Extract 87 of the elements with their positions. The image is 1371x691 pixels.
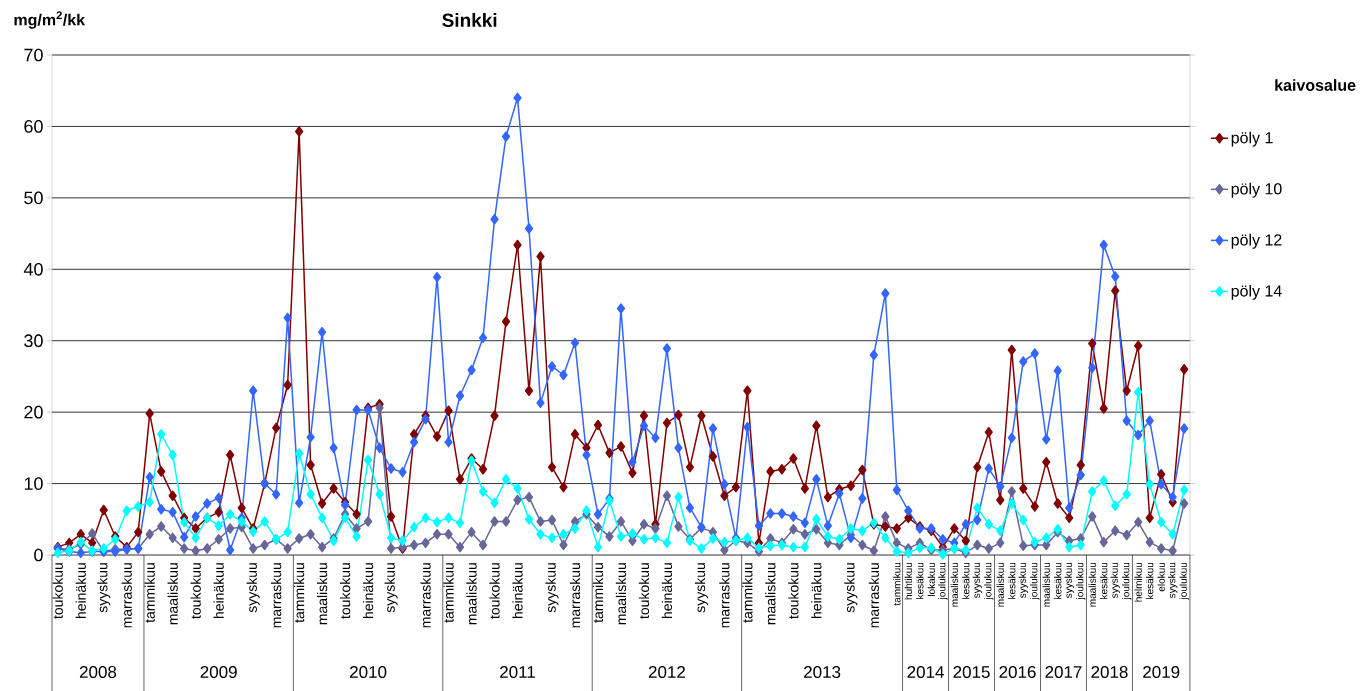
chart-title: Sinkki (442, 13, 497, 27)
x-tick-label: syyskuu (246, 563, 260, 613)
x-tick-label: marraskuu (271, 563, 282, 628)
x-tick-label: kesäkuu (1054, 562, 1062, 599)
x-tick-label: kesäkuu (1146, 562, 1154, 599)
x-tick-label: tammikuu (592, 563, 604, 623)
x-tick-label: kesäkuu (962, 562, 970, 599)
x-tick-label: marraskuu (569, 563, 581, 628)
x-tick-label: maaliskuu (316, 563, 328, 625)
x-tick-label: joulukuu (938, 562, 948, 600)
y-tick-label: 0 (34, 548, 43, 562)
x-tick-label: marraskuu (121, 563, 132, 628)
text: 2009 (200, 665, 237, 679)
x-tick-label: tammikuu (144, 563, 155, 623)
x-tick-label: maaliskuu (167, 563, 178, 625)
x-tick-label: heinäkuu (811, 563, 822, 619)
x-tick-label: maaliskuu (996, 562, 1004, 607)
x-tick-label: syyskuu (844, 563, 858, 613)
x-tick-label: toukokuu (788, 563, 799, 619)
x-tick-label: joulukuu (1030, 562, 1040, 600)
y-tick-label: 60 (24, 120, 43, 133)
x-tick-label: marraskuu (868, 563, 879, 628)
text: 2019 (1143, 665, 1180, 679)
x-tick-label: toukokuu (489, 563, 500, 619)
legend-label: pöly 1 (1231, 131, 1273, 147)
x-tick-label: maaliskuu (950, 562, 958, 607)
legend-label: pöly 10 (1231, 182, 1282, 198)
x-tick-label: syyskuu (97, 563, 111, 613)
text: 2015 (953, 665, 990, 679)
x-tick-label: marraskuu (719, 563, 730, 628)
text: 2012 (648, 665, 685, 679)
x-tick-label: marraskuu (420, 563, 431, 628)
x-tick-label: syyskuu (1018, 562, 1028, 599)
x-tick-label: maaliskuu (765, 563, 776, 625)
x-tick-label: heinäkuu (661, 563, 673, 619)
x-tick-label: syyskuu (384, 563, 398, 613)
y-tick-label: 10 (24, 477, 43, 490)
x-tick-label: joulukuu (984, 562, 994, 600)
x-tick-label: toukokuu (52, 563, 63, 619)
x-tick-label: heinäkuu (213, 563, 224, 619)
y-axis-title: mg/m$^{2}$/kk (14, 11, 86, 29)
x-tick-label: kesäkuu (1100, 562, 1108, 599)
legend-title: kaivosalue (1275, 79, 1356, 91)
x-tick-label: tammikuu (742, 563, 753, 623)
text: 2018 (1091, 665, 1128, 679)
x-tick-label: syyskuu (1168, 562, 1178, 599)
x-tick-label: tammikuu (893, 562, 901, 606)
x-tick-label: joulukuu (1076, 562, 1086, 600)
y-tick-label: 50 (24, 191, 43, 205)
x-tick-label: maaliskuu (466, 563, 477, 625)
x-tick-label: maaliskuu (615, 563, 627, 625)
x-tick-label: helmikuu (1134, 562, 1142, 602)
x-tick-label: syyskuu (545, 563, 559, 613)
x-tick-label: syyskuu (694, 563, 708, 613)
text: 2016 (999, 665, 1036, 679)
x-tick-label: toukokuu (339, 563, 351, 619)
text: 2011 (500, 665, 535, 679)
text: 2017 (1045, 665, 1082, 679)
x-tick-label: elokuu (1157, 562, 1165, 592)
y-tick-label: 30 (24, 334, 43, 348)
y-tick-label: 40 (23, 262, 43, 276)
x-tick-label: maaliskuu (1042, 562, 1050, 607)
x-tick-label: maaliskuu (1088, 562, 1096, 607)
x-tick-label: kesäkuu (916, 562, 924, 599)
x-tick-label: joulukuu (1179, 562, 1189, 600)
x-tick-label: toukokuu (190, 563, 201, 619)
x-tick-label: toukokuu (638, 563, 650, 619)
x-tick-label: huhtikuu (904, 562, 912, 600)
text: 2014 (907, 665, 944, 679)
x-tick-label: kesäkuu (1008, 562, 1016, 599)
x-tick-label: lokakuu (927, 562, 935, 596)
x-tick-label: syyskuu (1064, 562, 1074, 599)
legend-label: pöly 12 (1231, 233, 1282, 249)
x-tick-label: tammikuu (443, 563, 454, 623)
legend-label: pöly 14 (1231, 284, 1282, 300)
y-tick-label: 20 (24, 405, 43, 419)
x-tick-label: heinäkuu (75, 563, 86, 619)
y-tick-label: 70 (24, 48, 43, 62)
x-tick-label: joulukuu (1122, 562, 1132, 600)
x-tick-label: heinäkuu (512, 563, 523, 619)
x-tick-label: tammikuu (293, 563, 305, 623)
x-tick-label: heinäkuu (362, 563, 374, 619)
text: 2013 (804, 665, 841, 679)
text: 2008 (79, 665, 117, 679)
x-tick-label: syyskuu (1110, 562, 1120, 599)
text: 2010 (350, 665, 387, 679)
x-tick-label: syyskuu (972, 562, 982, 599)
